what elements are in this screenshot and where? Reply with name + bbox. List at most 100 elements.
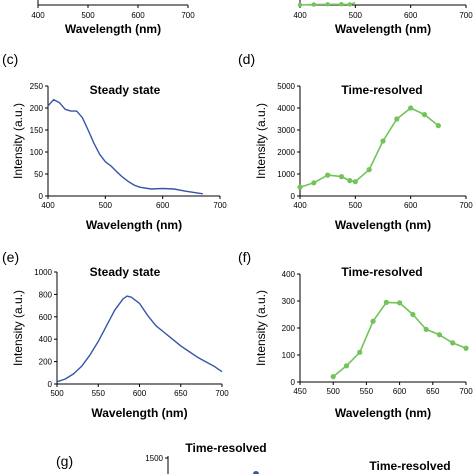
x-axis-label-f: Wavelength (nm) (335, 406, 431, 420)
data-point-d (297, 184, 303, 190)
y-axis-label-c: Intensity (a.u.) (11, 103, 25, 179)
x-tick-label-a: 700 (181, 11, 195, 20)
x-tick-label-e: 650 (174, 389, 188, 398)
x-tick-label-b: 500 (349, 11, 363, 20)
x-tick-label-d: 700 (459, 201, 473, 210)
x-tick-label-b: 600 (404, 11, 418, 20)
y-axis-label-f: Intensity (a.u.) (254, 290, 268, 366)
data-point-b (347, 2, 352, 7)
y-axis-label-e: Intensity (a.u.) (11, 290, 25, 366)
x-axis-label-d: Wavelength (nm) (335, 218, 431, 232)
y-tick-label-g: 1500 (145, 454, 163, 463)
y-tick-label-d: 3000 (277, 126, 295, 135)
data-point-b (311, 2, 317, 7)
data-point-d (352, 179, 358, 185)
y-tick-label-e: 0 (48, 380, 53, 389)
x-tick-label-a: 500 (81, 11, 95, 20)
data-point-d (347, 178, 353, 184)
x-tick-label-c: 700 (213, 201, 227, 210)
x-tick-label-f: 600 (393, 387, 407, 396)
data-point-f (397, 300, 403, 306)
data-point-f (357, 349, 363, 355)
y-tick-label-d: 0 (291, 192, 296, 201)
data-point-d (408, 105, 414, 111)
data-point-f (343, 363, 350, 369)
data-point-f (370, 318, 376, 324)
y-tick-label-f: 400 (282, 270, 296, 279)
y-tick-label-d: 2000 (277, 148, 295, 157)
y-tick-label-c: 0 (39, 192, 44, 201)
x-axis-label-c: Wavelength (nm) (86, 218, 182, 232)
x-tick-label-b: 400 (293, 11, 307, 20)
data-point-d (421, 112, 428, 118)
x-tick-label-c: 600 (156, 201, 170, 210)
panel-label-e: (e) (2, 249, 19, 265)
x-tick-label-f: 450 (293, 387, 307, 396)
panel-label-c: (c) (2, 51, 18, 67)
data-point-f (383, 299, 389, 305)
x-axis-label-a: Wavelength (nm) (65, 22, 161, 36)
y-tick-label-c: 150 (30, 126, 44, 135)
y-tick-label-e: 400 (39, 335, 53, 344)
x-tick-label-e: 700 (215, 389, 229, 398)
data-point-b (325, 2, 330, 7)
x-tick-label-c: 400 (41, 201, 55, 210)
y-tick-label-e: 600 (39, 313, 53, 322)
x-tick-label-d: 600 (404, 201, 418, 210)
y-tick-label-e: 200 (39, 358, 53, 367)
panel-label-g: (g) (56, 453, 73, 469)
series-line-e (56, 295, 223, 383)
y-tick-label-c: 50 (34, 170, 43, 179)
data-point-f (450, 340, 456, 346)
y-tick-label-d: 4000 (277, 104, 295, 113)
x-tick-label-a: 600 (131, 11, 145, 20)
chart-title-f: Time-resolved (341, 265, 422, 279)
x-tick-label-e: 550 (92, 389, 106, 398)
panel-label-f: (f) (238, 249, 251, 265)
x-tick-label-d: 400 (293, 201, 307, 210)
x-tick-label-e: 600 (133, 389, 147, 398)
series-line-f (332, 301, 467, 378)
data-point-d (394, 116, 400, 122)
data-point-f (410, 311, 416, 318)
data-point-d (366, 167, 372, 173)
y-tick-label-e: 1000 (34, 268, 52, 277)
data-point-f (463, 345, 469, 351)
data-point-g (253, 471, 259, 474)
x-axis-label-b: Wavelength (nm) (335, 22, 431, 36)
data-point-f (436, 332, 443, 338)
chart-title-d: Time-resolved (341, 83, 422, 97)
y-axis-label-d: Intensity (a.u.) (254, 103, 268, 179)
x-tick-label-f: 500 (327, 387, 341, 396)
y-tick-label-f: 100 (282, 351, 296, 360)
x-axis-label-e: Wavelength (nm) (91, 406, 187, 420)
x-tick-label-b: 700 (459, 11, 473, 20)
data-point-d (325, 172, 331, 178)
data-point-d (435, 123, 441, 129)
y-tick-label-e: 800 (39, 290, 53, 299)
data-point-b (297, 2, 303, 8)
y-tick-label-f: 300 (282, 297, 296, 306)
data-point-f (423, 326, 429, 332)
panel-label-d: (d) (238, 51, 255, 67)
y-tick-label-f: 0 (291, 378, 296, 387)
x-tick-label-f: 550 (360, 387, 374, 396)
chart-title-g: Time-resolved (185, 441, 266, 455)
x-tick-label-f: 700 (459, 387, 473, 396)
y-tick-label-d: 1000 (277, 170, 295, 179)
chart-title-c: Steady state (90, 83, 161, 97)
chart-title-h: Time-resolved (369, 459, 450, 473)
x-tick-label-a: 400 (31, 11, 45, 20)
y-tick-label-c: 200 (30, 104, 44, 113)
data-point-d (311, 180, 317, 186)
y-tick-label-d: 5000 (277, 82, 295, 91)
y-tick-label-c: 250 (30, 82, 44, 91)
data-point-b (339, 1, 344, 7)
data-point-f (330, 374, 336, 380)
y-tick-label-c: 100 (30, 148, 44, 157)
x-tick-label-f: 650 (426, 387, 440, 396)
chart-title-e: Steady state (90, 265, 161, 279)
x-tick-label-e: 500 (50, 389, 64, 398)
y-tick-label-f: 200 (282, 324, 296, 333)
